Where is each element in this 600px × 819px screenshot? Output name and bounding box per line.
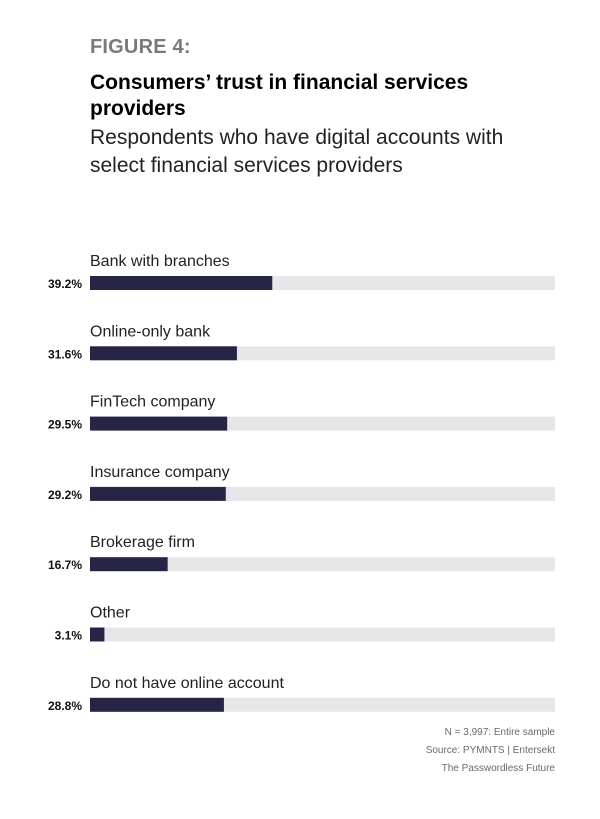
category-label-other: Other [90,605,131,622]
category-label-do-not-have-online-account: Do not have online account [90,675,284,692]
value-label-bank-with-branches: 39.2% [48,277,82,291]
value-label-online-only-bank: 31.6% [48,347,82,361]
bar-do-not-have-online-account [90,697,224,712]
sample-note: N = 3,997: Entire sample [444,727,555,738]
value-label-insurance-company: 29.2% [48,488,82,502]
chart-subtitle: Respondents who have digital accounts wi… [90,126,504,177]
bar-brokerage-firm [90,557,168,572]
bar-online-only-bank [90,346,237,361]
bar-bank-with-branches [90,276,273,290]
category-label-insurance-company: Insurance company [90,464,230,481]
figure-label: FIGURE 4: [90,36,191,58]
bar-track-other [90,627,555,642]
category-label-online-only-bank: Online-only bank [90,323,211,340]
value-label-fintech-company: 29.5% [48,418,82,432]
chart-title: Consumers’ trust in financial services p… [90,71,469,120]
bar-track-brokerage-firm [90,557,555,572]
bar-other [90,627,105,642]
chart-notes: N = 3,997: Entire sample Source: PYMNTS … [426,724,555,778]
value-label-brokerage-firm: 16.7% [48,558,82,572]
category-label-fintech-company: FinTech company [90,394,215,411]
category-label-bank-with-branches: Bank with branches [90,253,230,270]
bar-chart: Bank with branches 39.2% Online-only bank 3… [48,253,555,713]
source-note: Source: PYMNTS | Entersekt [425,745,555,756]
bar-insurance-company [90,486,226,501]
value-label-do-not-have-online-account: 28.8% [48,699,82,713]
report-note: The Passwordless Future [441,763,555,774]
category-label-brokerage-firm: Brokerage firm [90,534,195,551]
value-label-other: 3.1% [55,629,83,643]
bar-fintech-company [90,416,228,431]
